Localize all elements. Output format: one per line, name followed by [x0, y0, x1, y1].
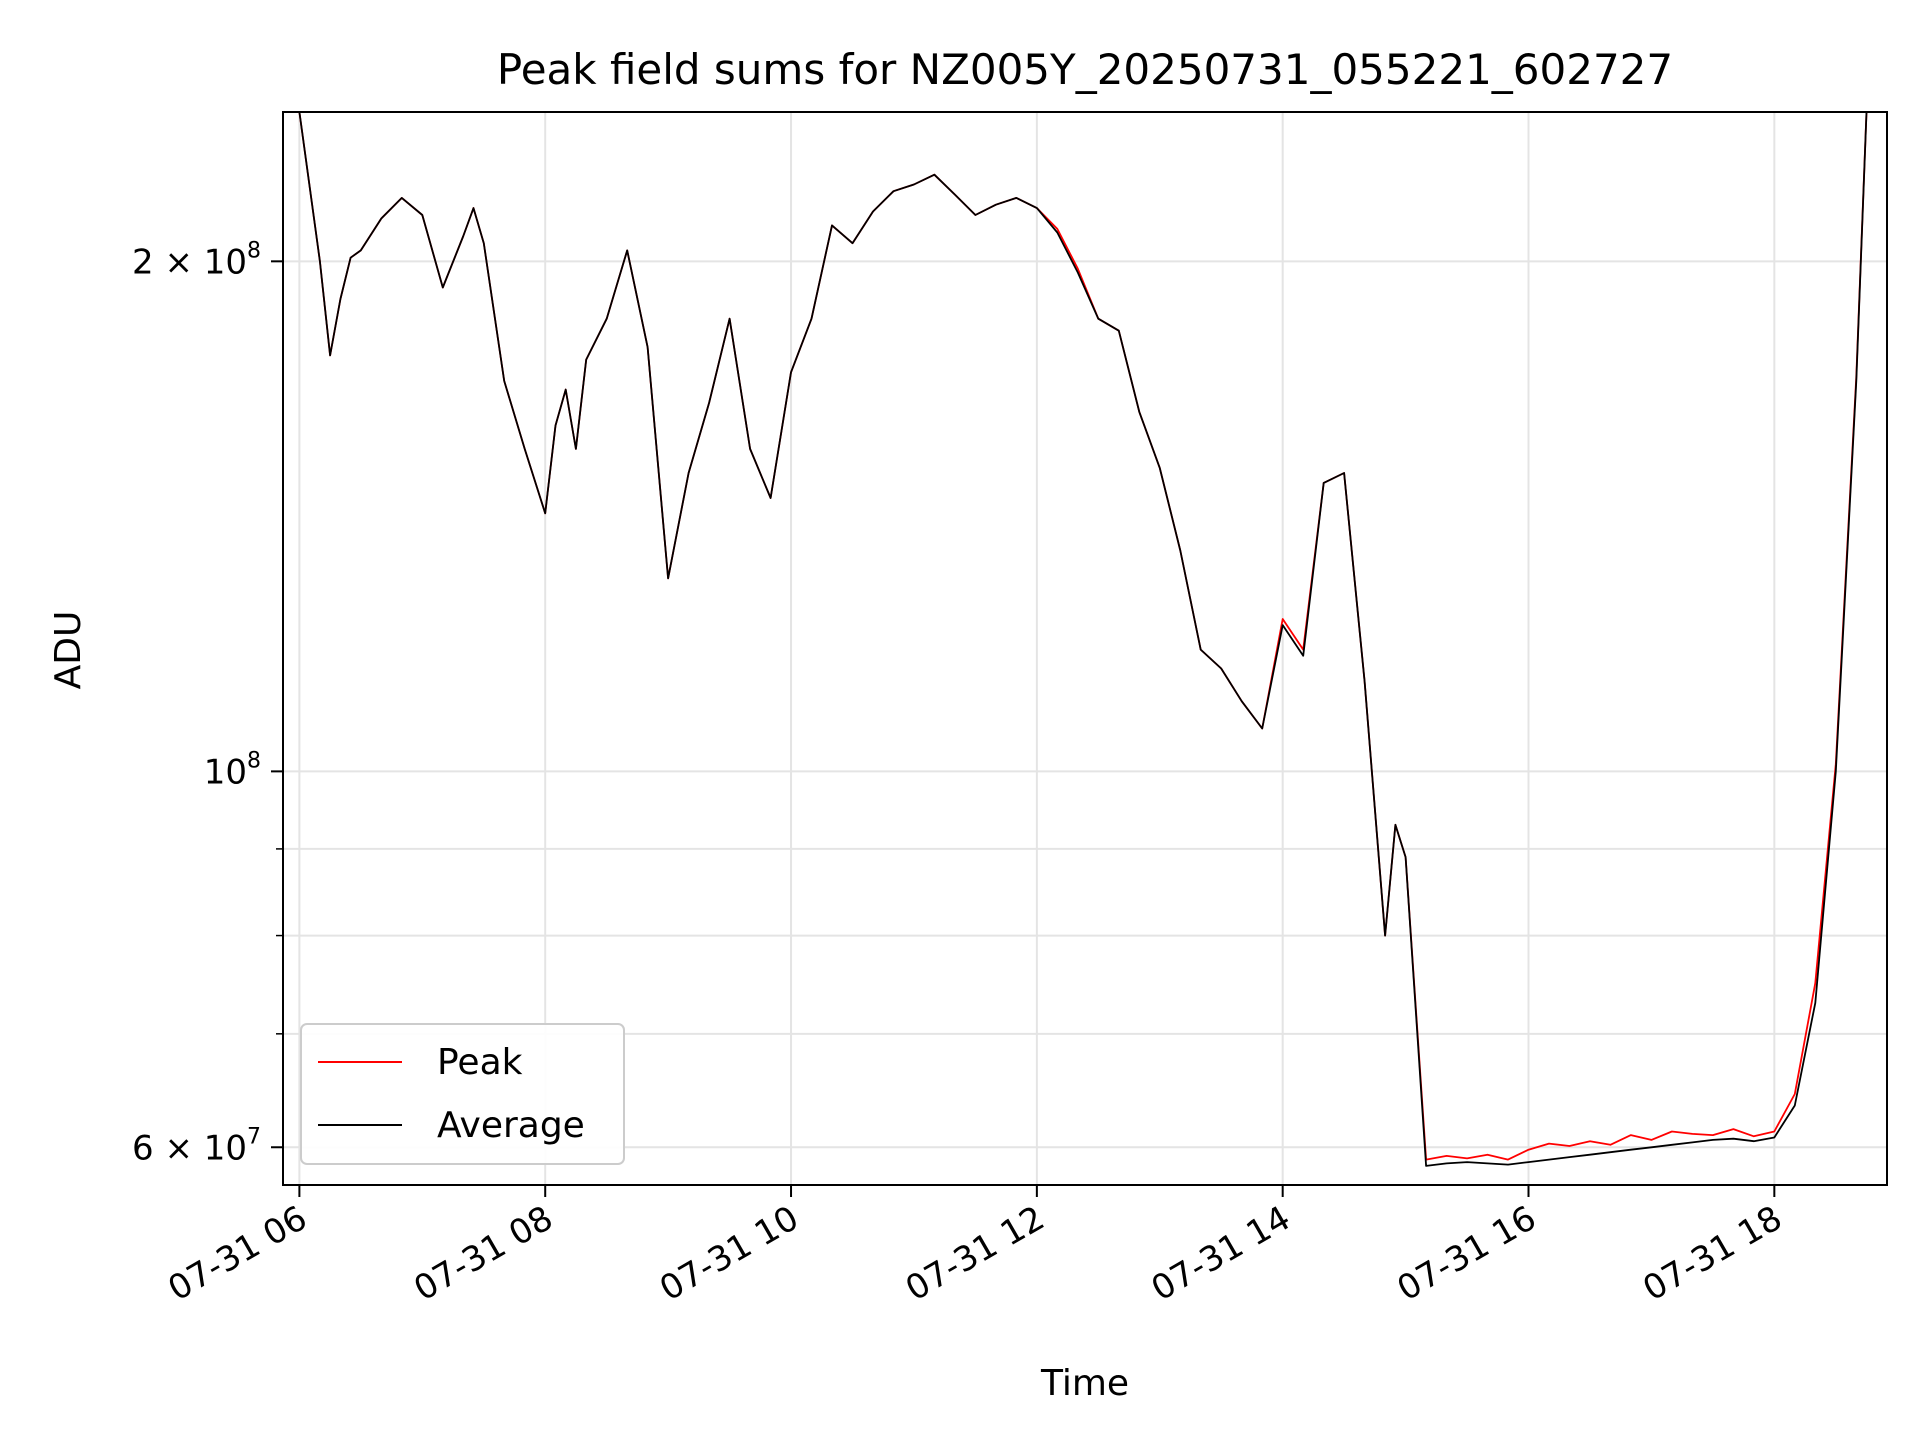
y-tick-label-base: 2 × 10 — [132, 242, 247, 282]
y-tick-label-exponent: 8 — [247, 238, 261, 263]
y-axis-label: ADU — [48, 611, 89, 690]
series-line-average — [298, 112, 1868, 1167]
legend-label-peak: Peak — [437, 1042, 523, 1083]
chart-title: Peak field sums for NZ005Y_20250731_0552… — [497, 45, 1673, 94]
y-tick-label-exponent: 8 — [247, 748, 261, 773]
y-tick-label: 6 × 107 — [132, 1124, 261, 1168]
y-tick-label-base: 10 — [204, 752, 247, 792]
y-tick-label-exponent: 7 — [247, 1124, 261, 1149]
legend-label-average: Average — [437, 1105, 585, 1146]
legend-box — [300, 1023, 625, 1165]
y-tick-label: 108 — [204, 748, 261, 792]
y-tick-label: 2 × 108 — [132, 238, 261, 282]
series-layer — [298, 112, 1868, 1167]
legend: Peak Average — [300, 1023, 625, 1165]
x-axis-label: Time — [1040, 1363, 1129, 1404]
plot-frame — [282, 111, 1888, 1186]
y-tick-label-base: 6 × 10 — [132, 1128, 247, 1168]
